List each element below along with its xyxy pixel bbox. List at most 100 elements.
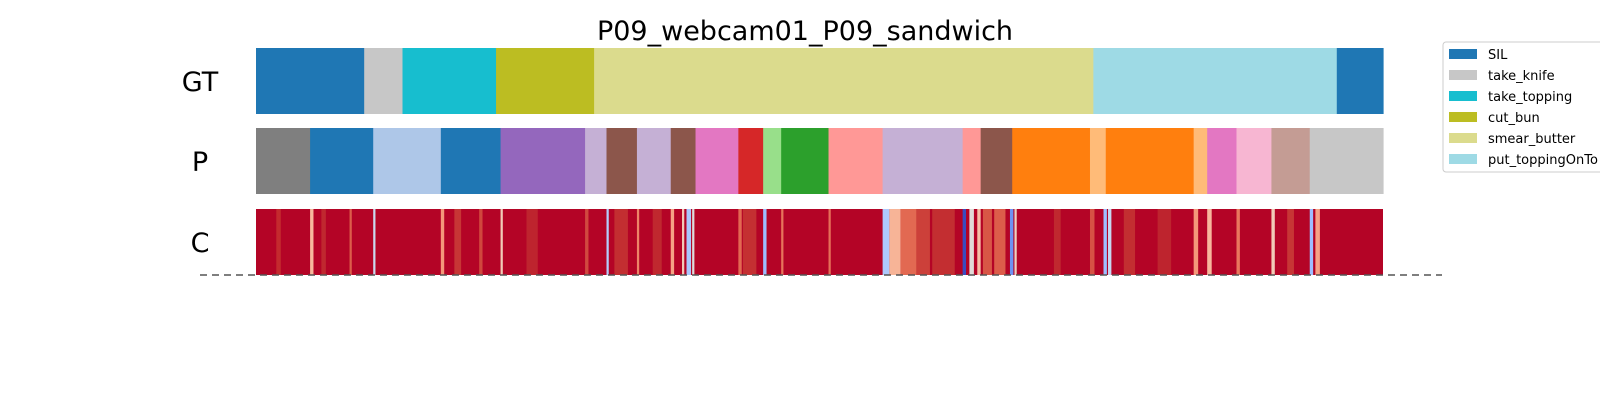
confidence-streak — [1157, 209, 1172, 275]
confidence-streak — [932, 209, 955, 275]
confidence-streak — [1009, 209, 1014, 275]
segment — [1105, 128, 1195, 194]
confidence-streak — [1193, 209, 1199, 275]
confidence-streak — [1315, 209, 1320, 275]
segment — [373, 128, 442, 194]
confidence-streak — [828, 209, 831, 275]
segment — [763, 128, 782, 194]
confidence-streak — [454, 209, 462, 275]
legend-swatch — [1449, 112, 1477, 122]
legend-items: SIL take_knife take_topping cut_bun smear_bu… — [1449, 48, 1598, 168]
confidence-streak — [1103, 209, 1107, 275]
confidence-streak — [500, 209, 503, 275]
confidence-streak — [889, 209, 901, 275]
confidence-streak — [1123, 209, 1136, 275]
confidence-streak — [349, 209, 352, 275]
confidence-streak — [982, 209, 992, 275]
confidence-streak — [692, 209, 695, 275]
segment — [256, 128, 311, 194]
segment — [1207, 128, 1238, 194]
confidence-streak — [1014, 209, 1017, 275]
segment — [1093, 48, 1338, 114]
confidence-streak — [738, 209, 742, 275]
segment — [695, 128, 739, 194]
confidence-streak — [962, 209, 967, 275]
legend-swatch — [1449, 49, 1477, 59]
confidence-streak — [321, 209, 326, 275]
segment — [1271, 128, 1311, 194]
segment — [882, 128, 964, 194]
confidence-streak — [1053, 209, 1061, 275]
confidence-streak — [781, 209, 784, 275]
segment — [1089, 128, 1107, 194]
confidence-streak — [977, 209, 981, 275]
segment — [256, 48, 365, 114]
row-label: GT — [182, 67, 219, 98]
legend-swatch — [1449, 154, 1477, 164]
legend-swatch — [1449, 133, 1477, 143]
segment — [828, 128, 884, 194]
segment — [500, 128, 586, 194]
segment — [1236, 128, 1273, 194]
confidence-streak — [1207, 209, 1212, 275]
confidence-streak — [373, 209, 376, 275]
confidence-streak — [652, 209, 662, 275]
segment — [594, 48, 1094, 114]
segment — [738, 128, 764, 194]
row-gt: GT — [182, 48, 1384, 114]
segment — [440, 128, 502, 194]
confidence-streak — [1309, 209, 1314, 275]
row-c: C — [191, 209, 1383, 275]
confidence-streak — [614, 209, 628, 275]
confidence-streak — [900, 209, 917, 275]
confidence-streak — [636, 209, 640, 275]
confidence-streak — [1271, 209, 1275, 275]
segment — [781, 128, 830, 194]
legend-label: smear_butter — [1488, 132, 1576, 147]
row-label: C — [191, 228, 210, 259]
confidence-streak — [585, 209, 589, 275]
confidence-streak — [969, 209, 974, 275]
segment — [496, 48, 595, 114]
segment — [310, 128, 374, 194]
row-label: P — [192, 147, 208, 178]
segment — [980, 128, 1013, 194]
segment — [962, 128, 982, 194]
confidence-streak — [276, 209, 281, 275]
segment — [402, 48, 497, 114]
legend-label: take_knife — [1488, 69, 1555, 84]
confidence-streak — [1287, 209, 1294, 275]
segment — [1012, 128, 1091, 194]
segment — [1309, 128, 1384, 194]
segment — [364, 48, 404, 114]
confidence-streak — [1236, 209, 1240, 275]
confidence-streak — [994, 209, 1006, 275]
segment — [1193, 128, 1208, 194]
confidence-streak — [310, 209, 314, 275]
confidence-streak — [670, 209, 675, 275]
legend-frame — [1442, 41, 1600, 173]
confidence-streak — [682, 209, 685, 275]
confidence-streak — [479, 209, 483, 275]
chart-title: P09_webcam01_P09_sandwich — [597, 16, 1013, 47]
segment — [636, 128, 672, 194]
legend-label: put_toppingOnTo — [1488, 153, 1598, 168]
confidence-base — [256, 209, 1383, 275]
confidence-streak — [882, 209, 890, 275]
timeline-rows: GT P C — [182, 48, 1384, 275]
legend-label: cut_bun — [1488, 111, 1540, 126]
confidence-streak — [526, 209, 538, 275]
segment — [670, 128, 697, 194]
confidence-streak — [1089, 209, 1095, 275]
legend: SIL take_knife take_topping cut_bun smear_bu… — [1442, 41, 1600, 173]
confidence-streak — [742, 209, 757, 275]
confidence-streak — [686, 209, 692, 275]
legend-swatch — [1449, 91, 1477, 101]
confidence-streak — [1108, 209, 1112, 275]
confidence-streak — [606, 209, 609, 275]
legend-label: SIL — [1488, 48, 1508, 63]
segment — [585, 128, 608, 194]
segment — [1336, 48, 1384, 114]
confidence-streak — [440, 209, 445, 275]
